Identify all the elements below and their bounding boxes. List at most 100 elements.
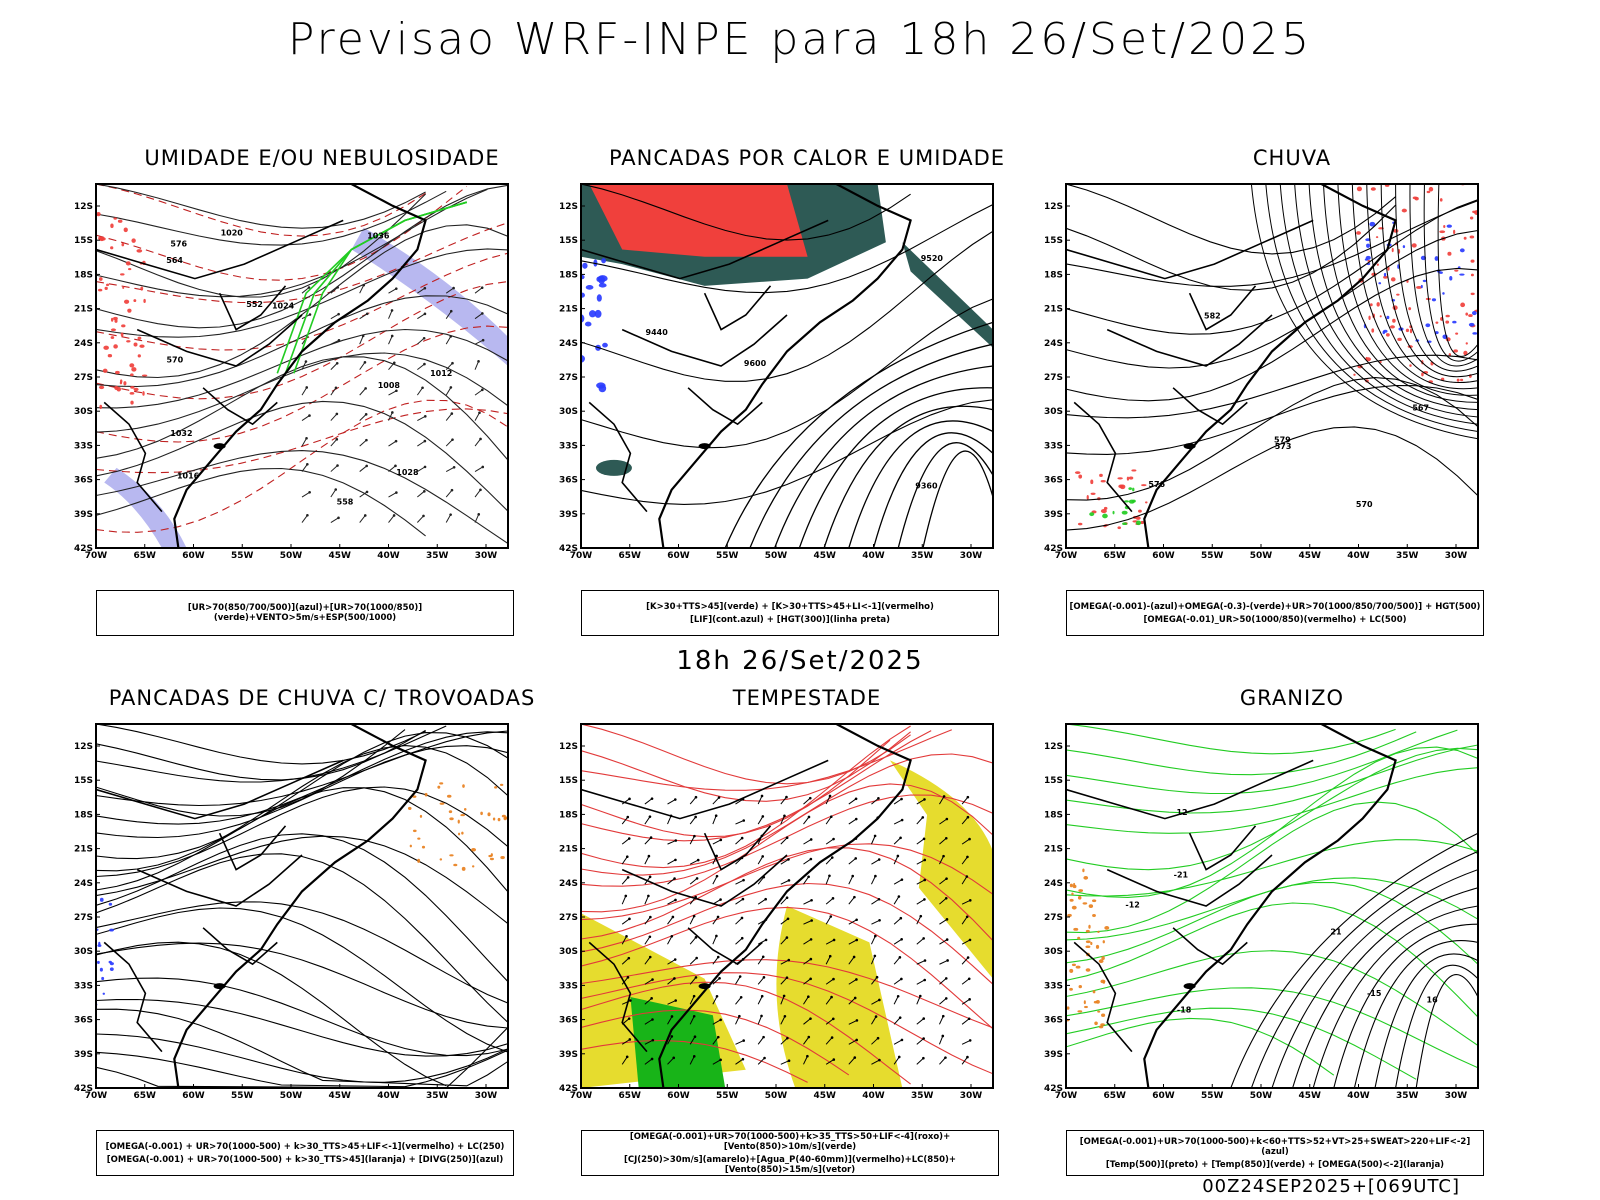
- lat-label: 36S: [74, 1016, 93, 1026]
- wind-vector: [712, 874, 719, 885]
- wind-vector: [417, 490, 426, 498]
- wind-vector: [667, 1056, 676, 1065]
- vector-shaft: [388, 310, 393, 319]
- humidity-band: [351, 227, 508, 366]
- thunder-orange: [461, 866, 466, 871]
- temp500-contour: [1415, 974, 1478, 1088]
- legend-line: [UR>70(850/700/500)](azul)+[UR>70(1000/8…: [187, 603, 423, 623]
- wind-vector: [388, 411, 394, 421]
- streamline: [581, 843, 993, 921]
- wind-vector: [825, 938, 836, 945]
- streamline: [1066, 767, 1478, 834]
- vector-shaft: [757, 956, 764, 965]
- wind-vector: [780, 958, 791, 965]
- vector-shaft: [417, 466, 426, 472]
- divergence-blue: [99, 897, 104, 902]
- wind-vector: [644, 997, 653, 1005]
- wind-green: [630, 997, 726, 1088]
- contour-label: 1012: [430, 369, 452, 378]
- humidity-speck: [121, 242, 125, 247]
- wind-vector: [871, 874, 877, 885]
- vector-shaft: [871, 875, 876, 885]
- rain-blue: [1365, 238, 1371, 242]
- wind-vector: [735, 878, 745, 885]
- vector-shaft: [961, 1018, 970, 1025]
- vector-shaft: [621, 877, 629, 885]
- rain-red: [1375, 236, 1379, 239]
- wind-vector: [712, 955, 720, 965]
- vector-shaft: [388, 515, 395, 523]
- vector-shaft: [939, 897, 947, 905]
- panel-chuva: CHUVA 567 570 573 576 579 582 12S 15S 18S 21S 24S 2…: [1042, 146, 1512, 636]
- vector-shaft: [848, 798, 857, 805]
- vector-head: [647, 854, 651, 858]
- omega-orange: [1104, 926, 1110, 930]
- streamline: [581, 729, 953, 791]
- humidity-speck: [131, 367, 137, 372]
- border-line: [1066, 219, 1314, 280]
- lon-label: 30W: [475, 551, 498, 561]
- height-contour: [848, 420, 993, 548]
- wind-vector: [916, 937, 925, 945]
- wind-vector: [825, 794, 832, 805]
- lon-label: 30W: [1445, 551, 1468, 561]
- omega-orange: [1102, 980, 1106, 984]
- lon-label: 55W: [1201, 1091, 1224, 1101]
- omega-orange: [1085, 940, 1091, 944]
- wind-vector: [359, 438, 368, 447]
- rain-red: [1090, 492, 1096, 495]
- humidity-speck: [102, 368, 108, 373]
- vector-head: [695, 877, 699, 880]
- blue-area: [596, 294, 602, 302]
- vector-head: [674, 898, 677, 902]
- wind-vector: [871, 897, 881, 905]
- omega-orange: [1085, 945, 1091, 949]
- streamline: [96, 1033, 508, 1083]
- vector-head: [854, 817, 858, 821]
- vector-shaft: [893, 837, 901, 845]
- lon-label: 70W: [85, 551, 108, 561]
- rain-red: [1409, 328, 1413, 334]
- rain-red: [1100, 509, 1107, 514]
- wind-vector: [916, 798, 926, 805]
- vector-shaft: [667, 899, 676, 905]
- vector-head: [740, 836, 744, 840]
- vector-head: [853, 996, 857, 1000]
- wind-vector: [735, 819, 746, 825]
- vector-head: [877, 858, 881, 861]
- wind-vector: [388, 361, 396, 370]
- wind-vector: [803, 995, 810, 1005]
- vector-head: [671, 915, 675, 919]
- wind-vector: [939, 896, 948, 905]
- vector-head: [335, 438, 339, 441]
- vector-head: [740, 916, 744, 920]
- wind-vector: [474, 312, 484, 320]
- vector-shaft: [893, 978, 902, 985]
- rain-red: [1460, 302, 1466, 308]
- vector-shaft: [301, 361, 307, 370]
- vector-shaft: [848, 1039, 857, 1045]
- wind-vector: [939, 877, 948, 885]
- lat-label: 18S: [74, 270, 93, 280]
- vector-head: [807, 1035, 811, 1039]
- wind-vector: [780, 814, 786, 825]
- vector-head: [304, 360, 308, 363]
- lat-label: 18S: [74, 810, 93, 820]
- vector-head: [742, 819, 746, 822]
- contour-label: 576: [170, 239, 187, 248]
- vector-head: [719, 1058, 722, 1062]
- lagoon: [698, 983, 711, 990]
- wind-vector: [780, 1059, 791, 1065]
- rain-red: [1455, 332, 1459, 335]
- rain-red: [1456, 378, 1460, 382]
- humidity-speck: [123, 227, 128, 233]
- vector-shaft: [667, 1016, 673, 1025]
- panel-title: TEMPESTADE: [732, 686, 882, 710]
- vector-shaft: [388, 362, 395, 370]
- thunder-orange: [497, 817, 501, 822]
- vector-head: [625, 855, 629, 859]
- contour-label: 570: [166, 356, 183, 365]
- wind-vector: [689, 1035, 697, 1045]
- vector-head: [966, 855, 969, 859]
- wind-vector: [330, 286, 339, 294]
